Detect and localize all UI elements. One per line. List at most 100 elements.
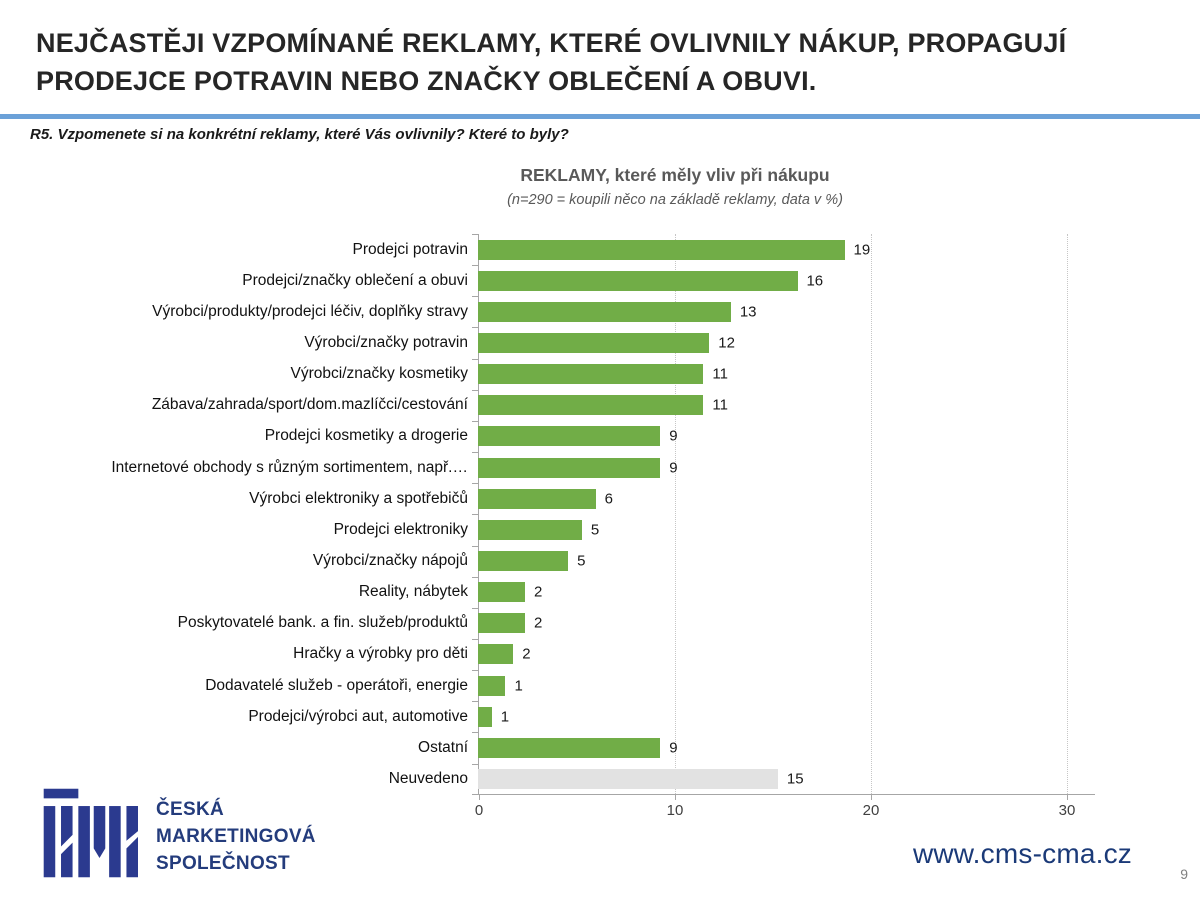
bar <box>478 488 596 509</box>
chart-row: Výrobci/značky potravin 12 <box>85 327 1095 358</box>
value-label: 1 <box>514 677 523 695</box>
bar-track: 2 <box>478 608 1095 639</box>
bar <box>478 457 661 478</box>
x-tick-label: 0 <box>474 801 484 819</box>
chart-row: Neuvedeno 15 <box>85 763 1095 794</box>
value-label: 11 <box>712 396 728 414</box>
value-label: 11 <box>712 365 728 383</box>
chart-row: Výrobci/produkty/prodejci léčiv, doplňky… <box>85 296 1095 327</box>
website-link[interactable]: www.cms-cma.cz <box>912 838 1132 869</box>
x-tick-label: 30 <box>1058 801 1076 819</box>
bar <box>478 395 704 416</box>
value-label: 12 <box>718 334 735 352</box>
bar-track: 5 <box>478 545 1095 576</box>
chart-row: Poskytovatelé bank. a fin. služeb/produk… <box>85 608 1095 639</box>
value-label: 2 <box>534 583 543 601</box>
chart-row: Dodavatelé služeb - operátoři, energie 1 <box>85 670 1095 701</box>
bar-track: 6 <box>478 483 1095 514</box>
x-axis-tick <box>871 793 872 800</box>
x-tick-label: 10 <box>666 801 684 819</box>
x-tick-label: 20 <box>862 801 880 819</box>
bar-track: 9 <box>478 421 1095 452</box>
category-label: Hračky a výrobky pro děti <box>293 645 468 663</box>
cms-logo: ČESKÁ MARKETINGOVÁ SPOLEČNOST <box>36 788 316 878</box>
bar-chart: 0 10 20 30 Prodejci potravin 19 Prodejci/znač… <box>85 234 1095 834</box>
cms-logo-mark <box>43 788 138 878</box>
bar-track: 1 <box>478 670 1095 701</box>
bar-track: 5 <box>478 514 1095 545</box>
category-label: Výrobci elektroniky a spotřebičů <box>249 489 468 507</box>
value-label: 13 <box>739 303 757 321</box>
category-label: Reality, nábytek <box>358 583 468 601</box>
bar-track: 2 <box>478 639 1095 670</box>
category-label: Ostatní <box>418 738 468 756</box>
value-label: 5 <box>577 552 586 570</box>
chart-row: Hračky a výrobky pro děti 2 <box>85 639 1095 670</box>
bar-track: 16 <box>478 265 1095 296</box>
bar <box>478 706 492 727</box>
value-label: 9 <box>669 427 678 445</box>
bar <box>478 332 710 353</box>
bar <box>478 519 582 540</box>
chart-subtitle: (n=290 = koupili něco na základě reklamy… <box>507 192 843 208</box>
chart-row: Zábava/zahrada/sport/dom.mazlíčci/cestov… <box>85 390 1095 421</box>
bar-track: 1 <box>478 701 1095 732</box>
bar-track: 9 <box>478 732 1095 763</box>
slide-title-line-2: PRODEJCE POTRAVIN NEBO ZNAČKY OBLEČENÍ A… <box>36 66 817 96</box>
page-number: 9 <box>1180 866 1188 882</box>
question-text: R5. Vzpomenete si na konkrétní reklamy, … <box>30 126 569 143</box>
chart-row: Výrobci/značky kosmetiky 11 <box>85 359 1095 390</box>
category-label: Prodejci elektroniky <box>333 520 468 538</box>
value-label: 5 <box>590 521 600 539</box>
bar <box>478 582 525 603</box>
category-label: Internetové obchody s různým sortimentem… <box>111 458 468 476</box>
chart-title: REKLAMY, které měly vliv při nákupu <box>520 165 830 185</box>
bar <box>478 239 845 260</box>
x-axis-tick <box>479 793 480 800</box>
chart-row: Výrobci/značky nápojů 5 <box>85 545 1095 576</box>
category-label: Prodejci potravin <box>352 240 468 258</box>
bar-track: 19 <box>478 234 1095 265</box>
bar-track: 13 <box>478 296 1095 327</box>
bar <box>478 768 778 789</box>
logo-text-line-3: SPOLEČNOST <box>156 853 290 874</box>
chart-row: Prodejci elektroniky 5 <box>85 514 1095 545</box>
category-label: Výrobci/značky potravin <box>304 333 468 351</box>
category-label: Dodavatelé služeb - operátoři, energie <box>205 676 468 694</box>
chart-rows: Prodejci potravin 19 Prodejci/značky obleč… <box>85 234 1095 795</box>
value-label: 15 <box>786 770 804 788</box>
slide-title: NEJČASTĚJI VZPOMÍNANÉ REKLAMY, KTERÉ OVL… <box>36 24 1176 100</box>
bar <box>478 426 661 447</box>
bar <box>478 613 525 634</box>
category-label: Neuvedeno <box>388 769 468 787</box>
bar <box>478 675 506 696</box>
bar <box>478 737 661 758</box>
divider-line <box>0 114 1200 119</box>
category-label: Výrobci/značky nápojů <box>312 551 468 569</box>
chart-row: Reality, nábytek 2 <box>85 577 1095 608</box>
bar <box>478 270 798 291</box>
category-label: Prodejci/značky oblečení a obuvi <box>242 271 468 289</box>
category-label: Prodejci kosmetiky a drogerie <box>264 427 468 445</box>
x-axis-tick <box>675 793 676 800</box>
value-label: 9 <box>669 459 678 477</box>
bar <box>478 364 704 385</box>
bar-track: 11 <box>478 390 1095 421</box>
x-axis-tick <box>1067 793 1068 800</box>
chart-row: Prodejci/značky oblečení a obuvi 16 <box>85 265 1095 296</box>
chart-row: Prodejci kosmetiky a drogerie 9 <box>85 421 1095 452</box>
category-label: Výrobci/produkty/prodejci léčiv, doplňky… <box>152 302 468 320</box>
cms-logo-text: ČESKÁ MARKETINGOVÁ SPOLEČNOST <box>156 796 316 877</box>
category-label: Výrobci/značky kosmetiky <box>290 365 468 383</box>
bar <box>478 301 731 322</box>
chart-row: Prodejci potravin 19 <box>85 234 1095 265</box>
value-label: 16 <box>806 272 824 290</box>
category-label: Poskytovatelé bank. a fin. služeb/produk… <box>177 614 468 632</box>
bar-track: 9 <box>478 452 1095 483</box>
bar-track: 12 <box>478 327 1095 358</box>
bar <box>478 550 569 571</box>
slide-title-line-1: NEJČASTĚJI VZPOMÍNANÉ REKLAMY, KTERÉ OVL… <box>36 28 1067 58</box>
logo-text-line-2: MARKETINGOVÁ <box>156 826 316 847</box>
logo-text-line-1: ČESKÁ <box>156 799 225 820</box>
